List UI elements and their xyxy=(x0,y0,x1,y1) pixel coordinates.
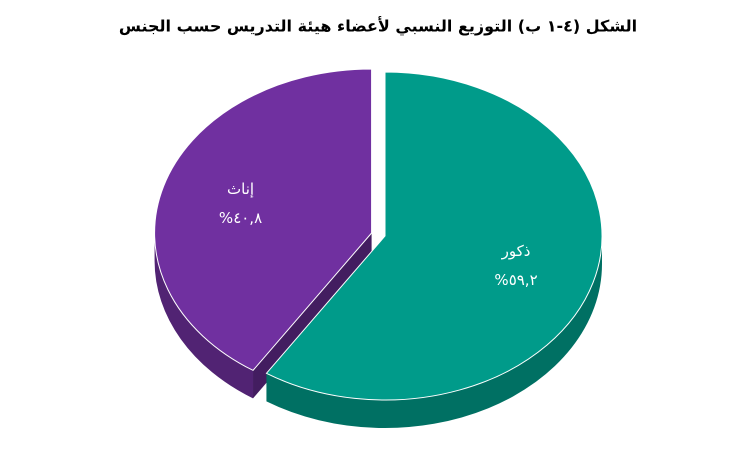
slice-side xyxy=(154,233,254,399)
slice-value-label: %٤٠,٨ xyxy=(219,209,262,227)
slice-top xyxy=(154,68,373,371)
slice-category-label: إناث xyxy=(227,180,254,198)
slice-category-label: ذكور xyxy=(501,242,531,260)
slice-value-label: %٥٩,٢ xyxy=(494,271,537,289)
slice-side xyxy=(266,236,602,428)
slice-top xyxy=(265,71,603,401)
chart-title: الشكل (٤-١ ب) التوزيع النسبي لأعضاء هيئة… xyxy=(119,17,637,37)
pie-slice xyxy=(265,71,603,428)
